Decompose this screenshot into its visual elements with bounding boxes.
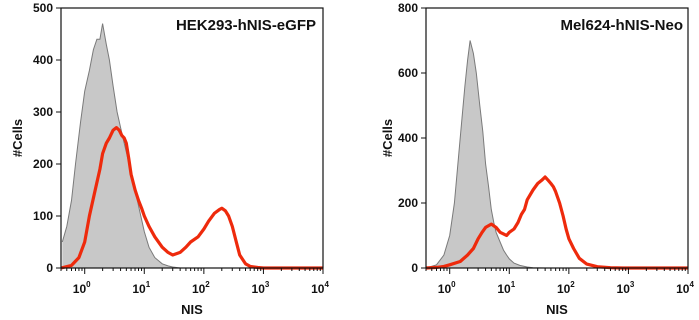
x-tick-label: 102 — [192, 280, 210, 296]
y-tick-label: 200 — [398, 196, 418, 210]
x-tick-label: 103 — [617, 280, 635, 296]
x-tick-label: 101 — [132, 280, 150, 296]
y-tick-label: 800 — [398, 1, 418, 15]
y-tick-label: 500 — [33, 1, 53, 15]
y-tick-label: 400 — [33, 53, 53, 67]
plot-frame — [60, 7, 324, 269]
x-tick-label: 100 — [438, 280, 456, 296]
control-histogram-line — [425, 40, 546, 269]
x-axis-title: NIS — [181, 302, 203, 317]
x-axis-title: NIS — [546, 302, 568, 317]
y-tick-label: 0 — [46, 261, 53, 275]
y-tick-label: 100 — [33, 209, 53, 223]
control-histogram-fill — [62, 23, 181, 268]
y-tick-label: 600 — [398, 66, 418, 80]
x-tick-label: 102 — [557, 280, 575, 296]
sample-histogram-line — [60, 126, 323, 270]
x-tick-label: 104 — [311, 280, 329, 296]
y-axis-title: #Cells — [380, 119, 395, 157]
panel-left: 100 101 102 103 104 0 100 200 300 400 500 NIS #Cells… — [10, 1, 329, 317]
y-tick-label: 400 — [398, 131, 418, 145]
sample-histogram-line — [425, 175, 688, 270]
y-tick-label: 300 — [33, 105, 53, 119]
control-histogram-line — [61, 23, 181, 269]
panel-title: Mel624-hNIS-Neo — [560, 17, 683, 34]
panel-right: 100 101 102 103 104 0 200 400 600 800 NIS #Cells Mel… — [380, 1, 694, 317]
panel-title: HEK293-hNIS-eGFP — [176, 17, 316, 34]
y-tick-label: 0 — [411, 261, 418, 275]
control-histogram-fill — [426, 40, 546, 268]
x-tick-label: 104 — [676, 280, 694, 296]
y-tick-label: 200 — [33, 157, 53, 171]
x-tick-label: 103 — [252, 280, 270, 296]
x-tick-label: 100 — [73, 280, 91, 296]
y-axis-title: #Cells — [10, 119, 25, 157]
x-tick-label: 101 — [497, 280, 515, 296]
